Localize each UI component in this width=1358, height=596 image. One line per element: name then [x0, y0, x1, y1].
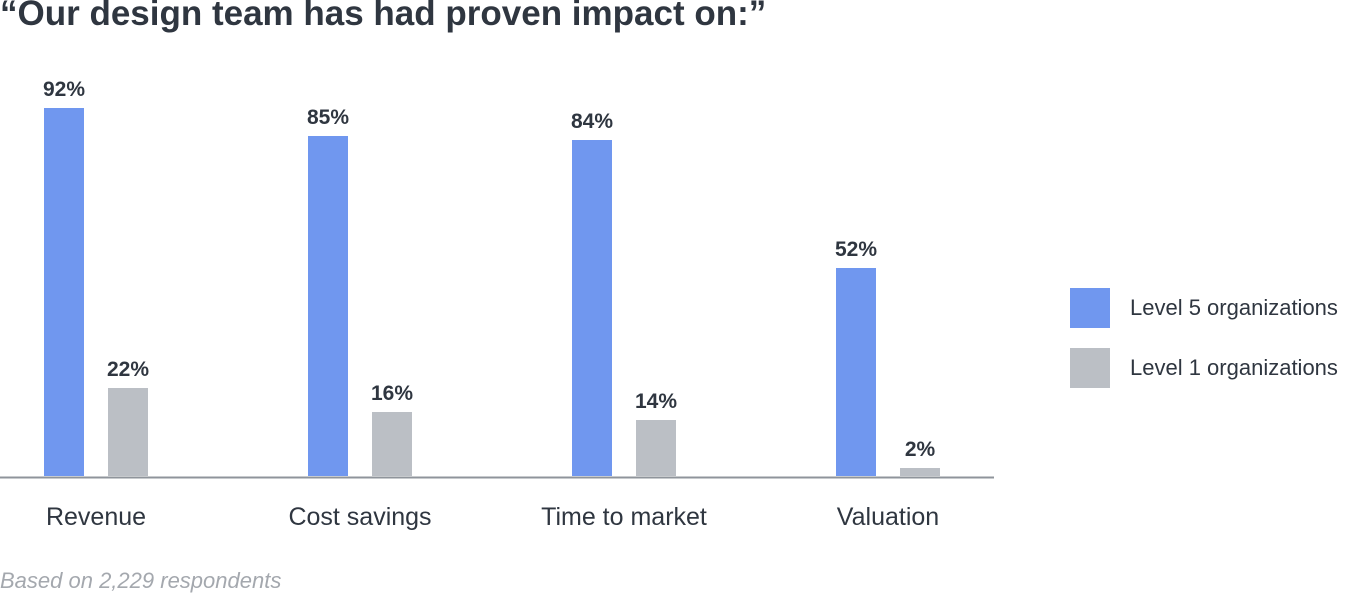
legend-label-level-1: Level 1 organizations: [1130, 355, 1338, 380]
category-label-valuation: Valuation: [837, 503, 939, 531]
data-label-series-1-time-to-market: 84%: [571, 110, 613, 133]
data-label-series-2-revenue: 22%: [107, 358, 149, 381]
bar-series-2-cost-savings: [372, 412, 412, 476]
category-label-revenue: Revenue: [46, 503, 146, 531]
data-label-series-1-revenue: 92%: [43, 78, 85, 101]
bar-chart: 92% 22% Revenue 85% 16% Cost savings 84% 14% Tim…: [0, 78, 994, 531]
data-label-series-1-cost-savings: 85%: [307, 106, 349, 129]
category-label-cost-savings: Cost savings: [288, 503, 431, 531]
data-label-series-2-time-to-market: 14%: [635, 390, 677, 413]
legend-swatch-level-5: [1070, 288, 1110, 328]
legend-swatch-level-1: [1070, 348, 1110, 388]
bar-series-1-time-to-market: [572, 140, 612, 476]
bar-series-2-revenue: [108, 388, 148, 476]
legend: Level 5 organizations Level 1 organizati…: [1070, 288, 1338, 408]
bar-series-2-time-to-market: [636, 420, 676, 476]
legend-item-level-5: Level 5 organizations: [1070, 288, 1338, 328]
data-label-series-2-cost-savings: 16%: [371, 382, 413, 405]
footnote: Based on 2,229 respondents: [0, 568, 282, 593]
data-label-series-1-valuation: 52%: [835, 238, 877, 261]
legend-label-level-5: Level 5 organizations: [1130, 295, 1338, 320]
chart-title: “Our design team has had proven impact o…: [0, 0, 767, 33]
bar-series-1-valuation: [836, 268, 876, 476]
bar-series-2-valuation: [900, 468, 940, 476]
bar-series-1-revenue: [44, 108, 84, 476]
legend-item-level-1: Level 1 organizations: [1070, 348, 1338, 388]
bar-series-1-cost-savings: [308, 136, 348, 476]
category-label-time-to-market: Time to market: [541, 503, 707, 531]
data-label-series-2-valuation: 2%: [905, 438, 936, 461]
